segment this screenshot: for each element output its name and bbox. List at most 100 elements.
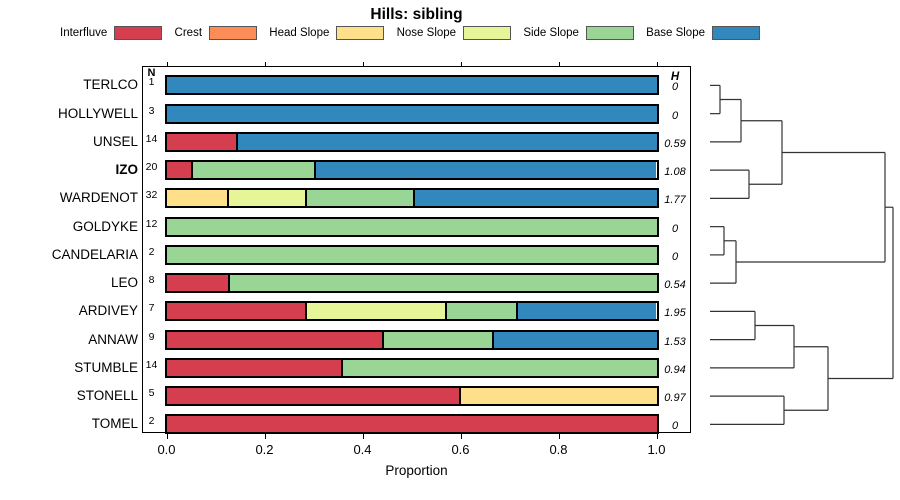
h-value: 0.59 [664, 137, 686, 150]
h-value: 0 [671, 222, 679, 235]
x-tick-label: 0.6 [451, 442, 470, 457]
h-value: 1.08 [664, 166, 686, 179]
n-value: 5 [148, 387, 155, 400]
bar-row [164, 216, 659, 237]
legend-swatch [209, 26, 258, 40]
legend-item: Interfluve [60, 26, 163, 40]
legend-label: Crest [174, 27, 203, 39]
chart-title: Hills: sibling [370, 6, 463, 23]
bar-row [164, 357, 659, 378]
legend-label: Head Slope [269, 27, 330, 39]
x-tick-top [558, 61, 560, 67]
legend-label: Base Slope [646, 27, 705, 39]
legend-label: Side Slope [523, 27, 579, 39]
bar-segment [445, 303, 517, 320]
row-label: CANDELARIA [51, 246, 138, 262]
legend-swatch [336, 26, 385, 40]
bar-segment [166, 388, 460, 405]
n-value: 2 [148, 415, 155, 428]
h-value: 0.54 [664, 279, 686, 292]
bar-segment [190, 162, 315, 179]
bar-row [164, 386, 659, 407]
bar-row [164, 301, 659, 322]
row-label: WARDENOT [59, 190, 138, 206]
bar-segment [314, 162, 657, 179]
row-label: TOMEL [91, 416, 138, 432]
bar-segment [166, 162, 191, 179]
bar-segment [166, 190, 227, 207]
h-value: 1.95 [664, 307, 686, 320]
legend-swatch [585, 26, 634, 40]
row-label: GOLDYKE [72, 218, 138, 234]
bar-segment [382, 331, 493, 348]
h-column-header: H [670, 71, 680, 83]
bar-segment [166, 133, 237, 150]
bar-row [164, 131, 659, 152]
bar-segment [236, 133, 657, 150]
x-tick-bottom [460, 433, 462, 439]
row-label: ARDIVEY [78, 303, 138, 319]
legend-label: Interfluve [60, 27, 108, 39]
legend-label: Nose Slope [396, 27, 457, 39]
bar-segment [166, 77, 657, 94]
bar-row [164, 414, 659, 435]
row-label: TERLCO [83, 77, 138, 93]
x-axis-title: Proportion [385, 463, 448, 478]
n-value: 14 [145, 132, 158, 145]
row-label: IZO [115, 162, 139, 178]
bar-row [164, 160, 659, 181]
row-label: HOLLYWELL [57, 105, 138, 121]
x-tick-bottom [166, 433, 168, 439]
x-tick-top [264, 61, 266, 67]
bar-segment [166, 246, 657, 263]
x-tick-top [460, 61, 462, 67]
x-tick-bottom [264, 433, 266, 439]
h-value: 0.97 [664, 392, 686, 405]
h-value: 0.94 [664, 363, 686, 376]
bar-segment [166, 359, 341, 376]
bar-segment [227, 275, 657, 292]
n-value: 2 [148, 245, 155, 258]
n-column-header: N [147, 67, 156, 79]
bar-segment [166, 105, 657, 122]
row-label: STUMBLE [74, 359, 138, 375]
n-value: 32 [145, 189, 158, 202]
x-tick-top [656, 61, 658, 67]
legend-swatch [712, 26, 760, 40]
bar-segment [166, 416, 657, 433]
legend-item: Base Slope [646, 26, 760, 40]
row-label: ANNAW [88, 331, 138, 347]
row-label: UNSEL [92, 133, 138, 149]
x-tick-label: 0.2 [255, 442, 274, 457]
bar-row [164, 329, 659, 350]
x-tick-bottom [362, 433, 364, 439]
n-value: 9 [148, 330, 155, 343]
x-tick-top [166, 61, 168, 67]
bar-segment [304, 190, 413, 207]
legend-swatch [114, 26, 163, 40]
bar-segment [166, 275, 228, 292]
legend-item: Head Slope [269, 26, 385, 40]
bar-segment [227, 190, 305, 207]
h-value: 1.53 [664, 335, 686, 348]
legend-item: Crest [174, 26, 258, 40]
n-value: 8 [148, 274, 155, 287]
n-value: 20 [145, 161, 158, 174]
legend-item: Side Slope [523, 26, 634, 40]
bar-row [164, 75, 659, 96]
bar-segment [516, 303, 657, 320]
legend: Interfluve Crest Head Slope Nose Slope Side … [60, 24, 760, 42]
h-value: 0 [671, 109, 679, 122]
row-label: LEO [110, 275, 138, 291]
bar-segment [340, 359, 657, 376]
h-value: 0 [671, 250, 679, 263]
x-tick-bottom [558, 433, 560, 439]
h-value: 1.77 [664, 194, 686, 207]
bar-segment [412, 190, 657, 207]
bar-segment [304, 303, 446, 320]
legend-swatch [463, 26, 512, 40]
x-tick-label: 0.0 [157, 442, 176, 457]
x-tick-label: 0.4 [353, 442, 372, 457]
legend-item: Nose Slope [396, 26, 512, 40]
